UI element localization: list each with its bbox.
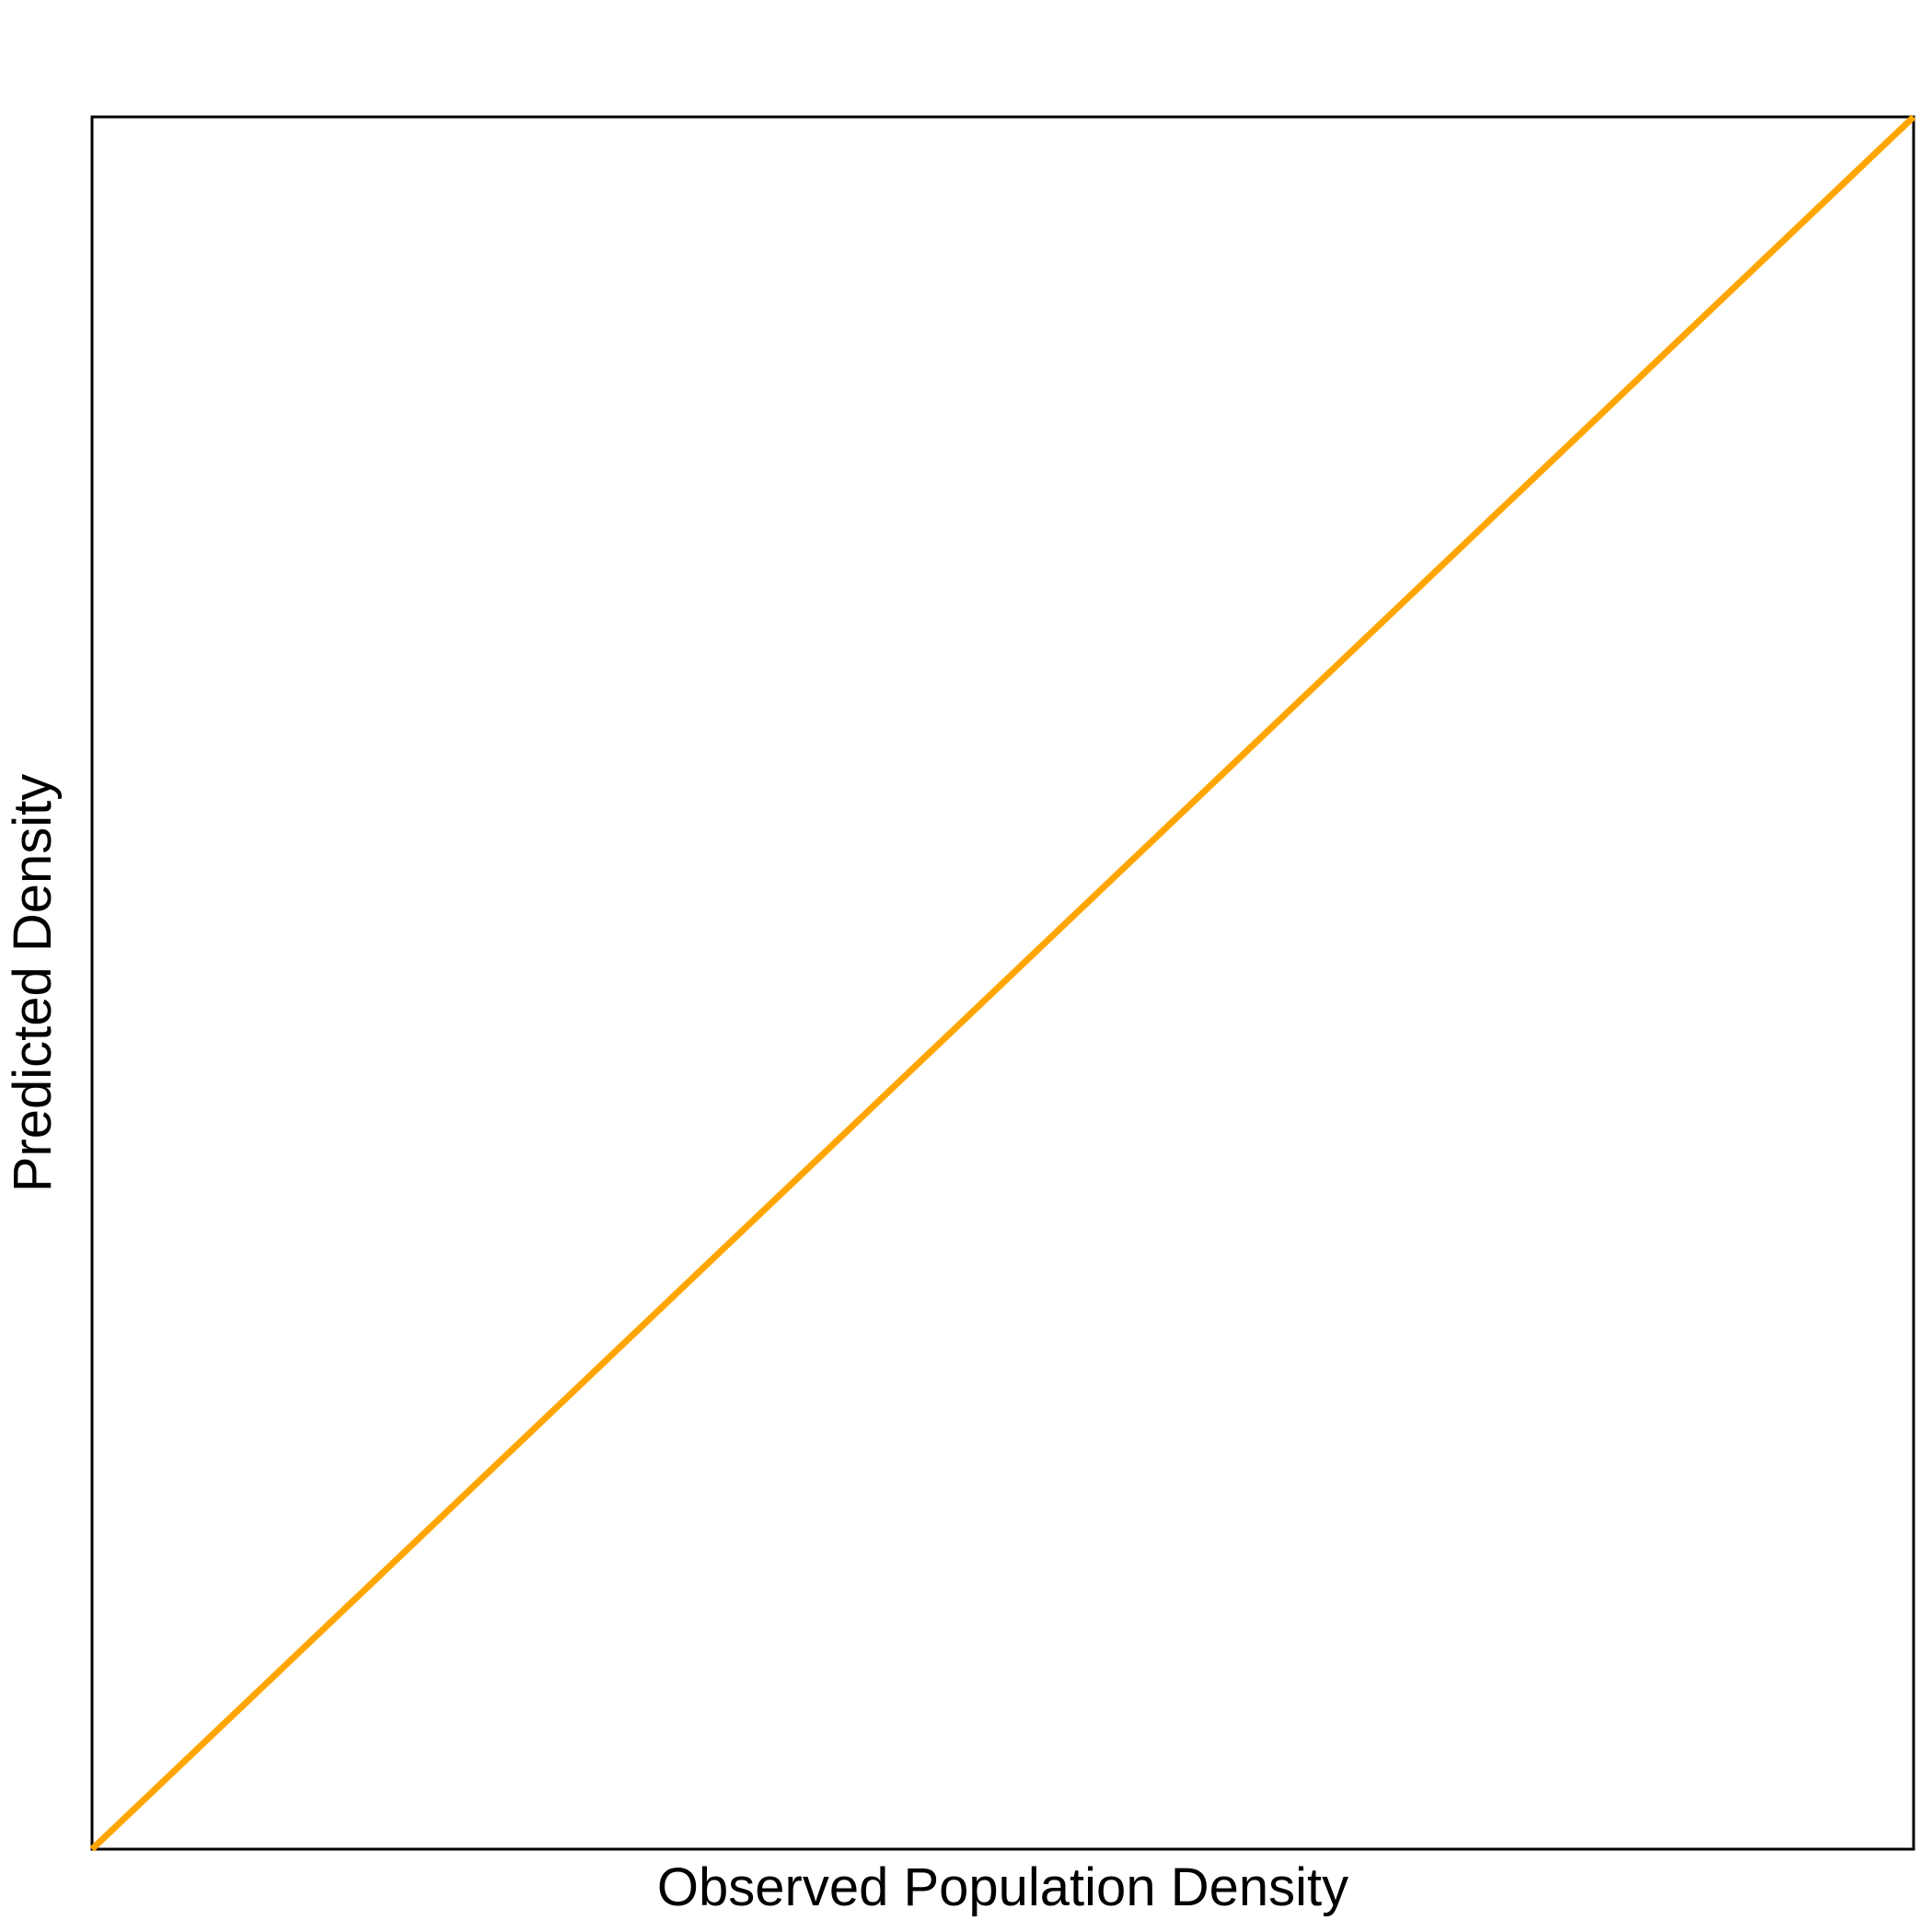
series-line-0 xyxy=(89,114,1916,1852)
x-axis-label: Observed Population Density xyxy=(657,1857,1348,1917)
plot-frame xyxy=(90,115,1915,1851)
y-axis-label: Predicted Density xyxy=(3,774,63,1193)
series-layer xyxy=(89,114,1916,1852)
